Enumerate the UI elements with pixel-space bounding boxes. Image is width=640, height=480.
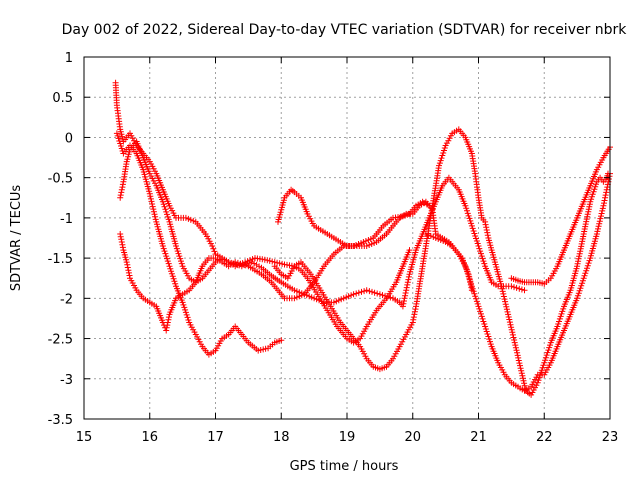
x-tick-label: 18 xyxy=(273,430,290,445)
y-tick-label: -0.5 xyxy=(48,172,73,187)
plus-markers xyxy=(275,186,475,294)
y-tick-label: 0 xyxy=(65,131,73,146)
x-axis-label: GPS time / hours xyxy=(290,459,399,474)
plus-markers xyxy=(117,138,528,310)
series-track-7 xyxy=(422,170,613,394)
y-tick-label: 0.5 xyxy=(52,91,73,106)
series-track-2 xyxy=(113,130,285,358)
x-tick-label: 19 xyxy=(339,430,356,445)
x-tick-label: 20 xyxy=(404,430,421,445)
x-tick-label: 17 xyxy=(207,430,224,445)
y-tick-label: -1.5 xyxy=(48,252,73,267)
y-tick-label: -3.5 xyxy=(48,413,73,428)
x-tick-label: 16 xyxy=(141,430,158,445)
tick-marks xyxy=(83,56,611,420)
y-tick-label: 1 xyxy=(65,51,73,66)
plus-markers xyxy=(508,144,613,287)
series-track-3 xyxy=(117,138,528,310)
series-track-8 xyxy=(508,144,613,287)
x-tick-label: 21 xyxy=(470,430,487,445)
series-track-4 xyxy=(117,198,433,334)
y-tick-label: -3 xyxy=(60,373,73,388)
plus-markers xyxy=(422,170,613,394)
chart-title: Day 002 of 2022, Sidereal Day-to-day VTE… xyxy=(62,22,628,38)
x-tick-label: 22 xyxy=(536,430,553,445)
x-tick-label: 23 xyxy=(602,430,619,445)
x-tick-labels: 15 16 17 18 19 20 21 22 23 xyxy=(76,430,619,445)
y-tick-label: -2 xyxy=(60,292,73,307)
plus-markers xyxy=(113,130,285,358)
y-tick-label: -1 xyxy=(60,212,73,227)
x-tick-label: 15 xyxy=(76,430,93,445)
grid-lines xyxy=(84,57,610,419)
plus-markers xyxy=(117,198,433,334)
y-tick-label: -2.5 xyxy=(48,333,73,348)
data-points xyxy=(112,79,613,398)
y-axis-label: SDTVAR / TECUs xyxy=(9,185,24,292)
y-tick-labels: 1 0.5 0 -0.5 -1 -1.5 -2 -2.5 -3 -3.5 xyxy=(48,51,73,428)
series-track-5 xyxy=(275,186,475,294)
